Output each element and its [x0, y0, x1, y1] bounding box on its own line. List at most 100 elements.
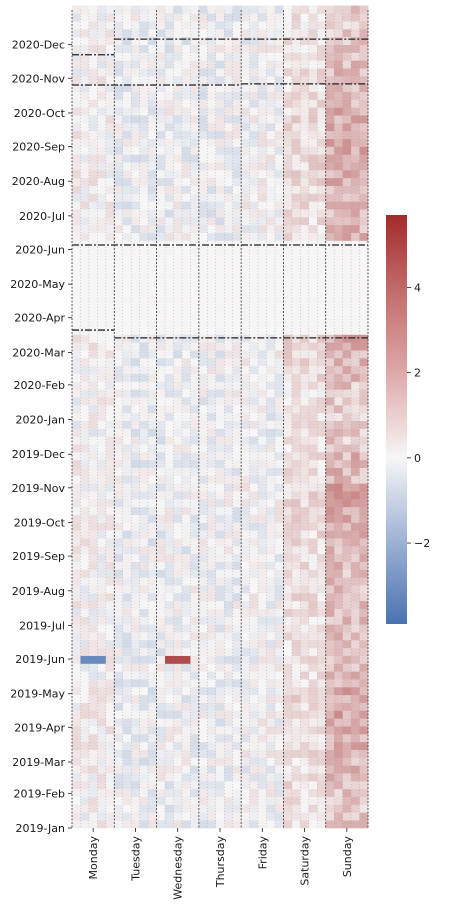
heatmap-cell: [148, 248, 157, 257]
heatmap-cell: [359, 334, 369, 343]
heatmap-cell: [258, 475, 267, 484]
heatmap-cell: [173, 820, 183, 829]
heatmap-cell: [156, 217, 166, 226]
heatmap-cell: [266, 193, 276, 202]
heatmap-cell: [165, 663, 174, 672]
heatmap-cell: [342, 350, 352, 359]
heatmap-cell: [283, 264, 293, 273]
heatmap-cell: [274, 217, 284, 226]
heatmap-cell: [97, 420, 107, 429]
heatmap-cell: [105, 146, 115, 155]
heatmap-cell: [207, 741, 217, 750]
heatmap-cell: [249, 342, 259, 351]
heatmap-cell: [241, 76, 250, 85]
heatmap-cell: [122, 694, 132, 703]
heatmap-cell: [258, 405, 267, 414]
heatmap-cell: [274, 201, 284, 210]
heatmap-cell: [215, 397, 225, 406]
heatmap-cell: [325, 264, 335, 273]
heatmap-cell: [156, 726, 166, 735]
heatmap-cell: [97, 279, 107, 288]
heatmap-cell: [266, 224, 276, 233]
heatmap-cell: [224, 522, 233, 531]
x-tick-label: Wednesday: [172, 836, 185, 900]
heatmap-cell: [266, 318, 276, 327]
heatmap-cell: [105, 397, 115, 406]
heatmap-cell: [258, 491, 267, 500]
heatmap-cell: [165, 162, 174, 171]
heatmap-cell: [215, 679, 225, 688]
heatmap-cell: [258, 600, 267, 609]
heatmap-cell: [241, 224, 250, 233]
heatmap-cell: [122, 522, 132, 531]
heatmap-cell: [215, 734, 225, 743]
heatmap-cell: [258, 593, 267, 602]
heatmap-cell: [139, 452, 149, 461]
heatmap-cell: [80, 365, 90, 374]
heatmap-cell: [325, 694, 335, 703]
heatmap-cell: [308, 444, 318, 453]
heatmap-cell: [131, 632, 140, 641]
heatmap-cell: [266, 397, 276, 406]
heatmap-cell: [181, 647, 191, 656]
heatmap-cell: [266, 749, 276, 758]
heatmap-cell: [80, 530, 90, 539]
heatmap-cell: [148, 687, 157, 696]
heatmap-cell: [300, 671, 310, 680]
heatmap-cell: [190, 506, 200, 515]
heatmap-cell: [351, 334, 360, 343]
heatmap-cell: [198, 522, 208, 531]
heatmap-cell: [325, 616, 335, 625]
heatmap-cell: [317, 499, 327, 508]
heatmap-cell: [283, 499, 293, 508]
heatmap-cell: [274, 546, 284, 555]
heatmap-cell: [308, 710, 318, 719]
heatmap-cell: [300, 718, 310, 727]
heatmap-cell: [148, 694, 157, 703]
heatmap-cell: [300, 232, 310, 241]
heatmap-cell: [88, 765, 98, 774]
heatmap-cell: [131, 546, 140, 555]
heatmap-cell: [173, 436, 183, 445]
heatmap-cell: [317, 804, 327, 813]
heatmap-cell: [156, 405, 166, 414]
heatmap-cell: [334, 295, 343, 304]
heatmap-cell: [173, 663, 183, 672]
heatmap-cell: [359, 796, 369, 805]
heatmap-cell: [300, 561, 310, 570]
heatmap-cell: [165, 522, 174, 531]
heatmap-cell: [274, 130, 284, 139]
heatmap-cell: [114, 287, 124, 296]
heatmap-cell: [148, 405, 157, 414]
heatmap-cell: [114, 467, 124, 476]
heatmap-cell: [139, 365, 149, 374]
heatmap-cell: [266, 444, 276, 453]
heatmap-cell: [207, 99, 217, 108]
heatmap-cell: [258, 569, 267, 578]
heatmap-cell: [342, 726, 352, 735]
heatmap-cell: [181, 624, 191, 633]
heatmap-cell: [215, 185, 225, 194]
heatmap-cell: [266, 264, 276, 273]
heatmap-cell: [114, 60, 124, 69]
heatmap-cell: [156, 193, 166, 202]
heatmap-cell: [266, 130, 276, 139]
heatmap-cell: [198, 162, 208, 171]
heatmap-cell: [207, 162, 217, 171]
heatmap-cell: [114, 279, 124, 288]
heatmap-cell: [139, 358, 149, 367]
heatmap-cell: [156, 279, 166, 288]
heatmap-cell: [72, 694, 81, 703]
heatmap-cell: [198, 76, 208, 85]
heatmap-cell: [359, 616, 369, 625]
heatmap-cell: [139, 624, 149, 633]
heatmap-cell: [105, 734, 115, 743]
heatmap-cell: [359, 91, 369, 100]
heatmap-cell: [334, 773, 343, 782]
heatmap-cell: [207, 734, 217, 743]
heatmap-cell: [97, 326, 107, 335]
heatmap-cell: [249, 83, 259, 92]
heatmap-cell: [88, 640, 98, 649]
heatmap-cell: [148, 499, 157, 508]
heatmap-cell: [165, 781, 174, 790]
